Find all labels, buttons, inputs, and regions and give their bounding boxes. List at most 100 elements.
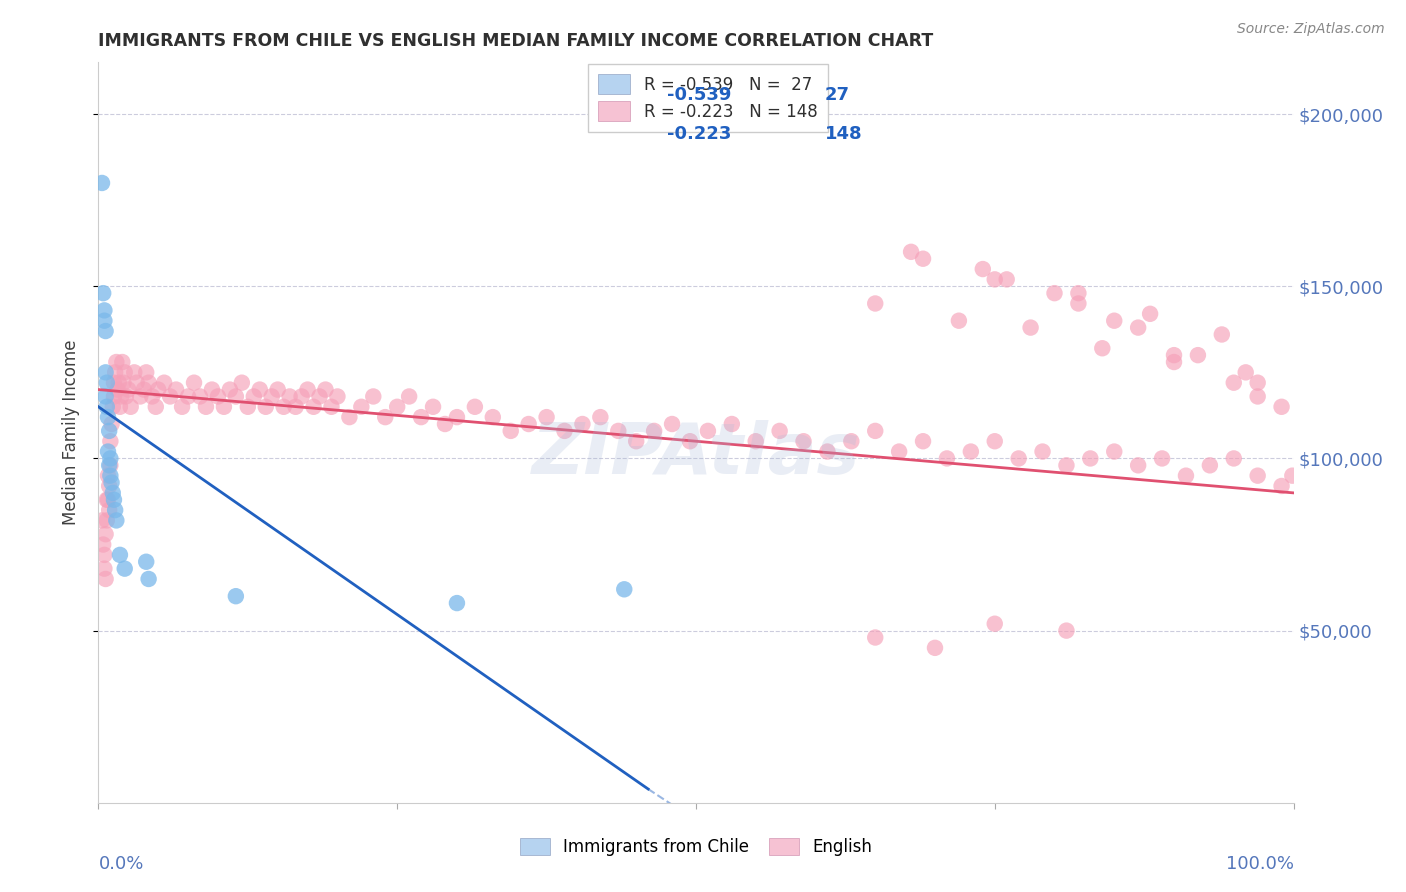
Point [889, 444, 911, 458]
Point [212, 400, 235, 414]
Point [93, 314, 115, 328]
Point [94, 527, 117, 541]
Point [865, 296, 887, 310]
Text: Source: ZipAtlas.com: Source: ZipAtlas.com [1237, 22, 1385, 37]
Point [105, 355, 128, 369]
Point [350, 400, 373, 414]
Point [1163, 348, 1185, 362]
Text: 100.0%: 100.0% [1226, 855, 1294, 872]
Point [111, 355, 134, 369]
Point [207, 389, 229, 403]
Point [284, 400, 307, 414]
Point [91, 513, 114, 527]
Point [1234, 365, 1257, 379]
Point [96, 492, 118, 507]
Point [1080, 451, 1102, 466]
Point [446, 596, 468, 610]
Point [135, 365, 157, 379]
Point [91, 176, 114, 190]
Point [132, 383, 155, 397]
Point [643, 424, 665, 438]
Text: IMMIGRANTS FROM CHILE VS ENGLISH MEDIAN FAMILY INCOME CORRELATION CHART: IMMIGRANTS FROM CHILE VS ENGLISH MEDIAN … [98, 32, 934, 50]
Text: 0.0%: 0.0% [98, 855, 143, 872]
Point [1139, 307, 1161, 321]
Point [948, 314, 970, 328]
Point [97, 492, 120, 507]
Point [1008, 451, 1031, 466]
Point [225, 589, 247, 603]
Point [110, 389, 132, 403]
Point [446, 410, 468, 425]
Text: -0.539: -0.539 [668, 86, 731, 104]
Point [105, 513, 128, 527]
Point [172, 400, 194, 414]
Point [94, 572, 117, 586]
Point [481, 410, 505, 425]
Point [129, 389, 152, 403]
Point [661, 417, 683, 431]
Point [793, 434, 815, 449]
Text: -0.223: -0.223 [668, 125, 731, 143]
Point [984, 616, 1007, 631]
Point [984, 434, 1007, 449]
Point [97, 410, 120, 425]
Point [177, 389, 200, 403]
Point [148, 383, 170, 397]
Point [291, 389, 314, 403]
Point [607, 424, 630, 438]
Point [91, 537, 114, 551]
Point [91, 286, 114, 301]
Point [499, 424, 522, 438]
Point [960, 444, 983, 458]
Point [385, 400, 409, 414]
Point [1056, 624, 1078, 638]
Point [1091, 341, 1114, 355]
Point [195, 400, 218, 414]
Point [398, 389, 420, 403]
Point [308, 389, 330, 403]
Point [911, 434, 934, 449]
Point [422, 400, 444, 414]
Point [1223, 451, 1246, 466]
Point [159, 389, 181, 403]
Point [1128, 458, 1150, 473]
Point [124, 365, 146, 379]
Point [321, 400, 343, 414]
Point [153, 376, 176, 390]
Text: ZIPAtlas: ZIPAtlas [531, 420, 860, 490]
Point [120, 400, 142, 414]
Point [98, 424, 121, 438]
Point [104, 503, 127, 517]
Point [297, 383, 319, 397]
Point [697, 424, 720, 438]
Point [98, 451, 122, 466]
Text: 27: 27 [825, 86, 851, 104]
Point [679, 434, 702, 449]
Point [94, 324, 117, 338]
Point [103, 376, 125, 390]
Point [112, 376, 135, 390]
Point [536, 410, 558, 425]
Point [219, 383, 242, 397]
Point [108, 548, 131, 562]
Point [1247, 389, 1270, 403]
Point [315, 383, 337, 397]
Point [183, 376, 205, 390]
Point [434, 417, 457, 431]
Point [97, 468, 120, 483]
Point [94, 389, 117, 403]
Point [138, 572, 160, 586]
Point [302, 400, 325, 414]
Point [93, 303, 115, 318]
Point [107, 376, 129, 390]
Point [236, 400, 259, 414]
Point [1067, 286, 1090, 301]
Point [326, 389, 349, 403]
Point [1281, 468, 1303, 483]
Point [98, 434, 122, 449]
Point [100, 475, 122, 490]
Text: 148: 148 [825, 125, 863, 143]
Point [97, 444, 120, 458]
Point [911, 252, 934, 266]
Point [815, 444, 838, 458]
